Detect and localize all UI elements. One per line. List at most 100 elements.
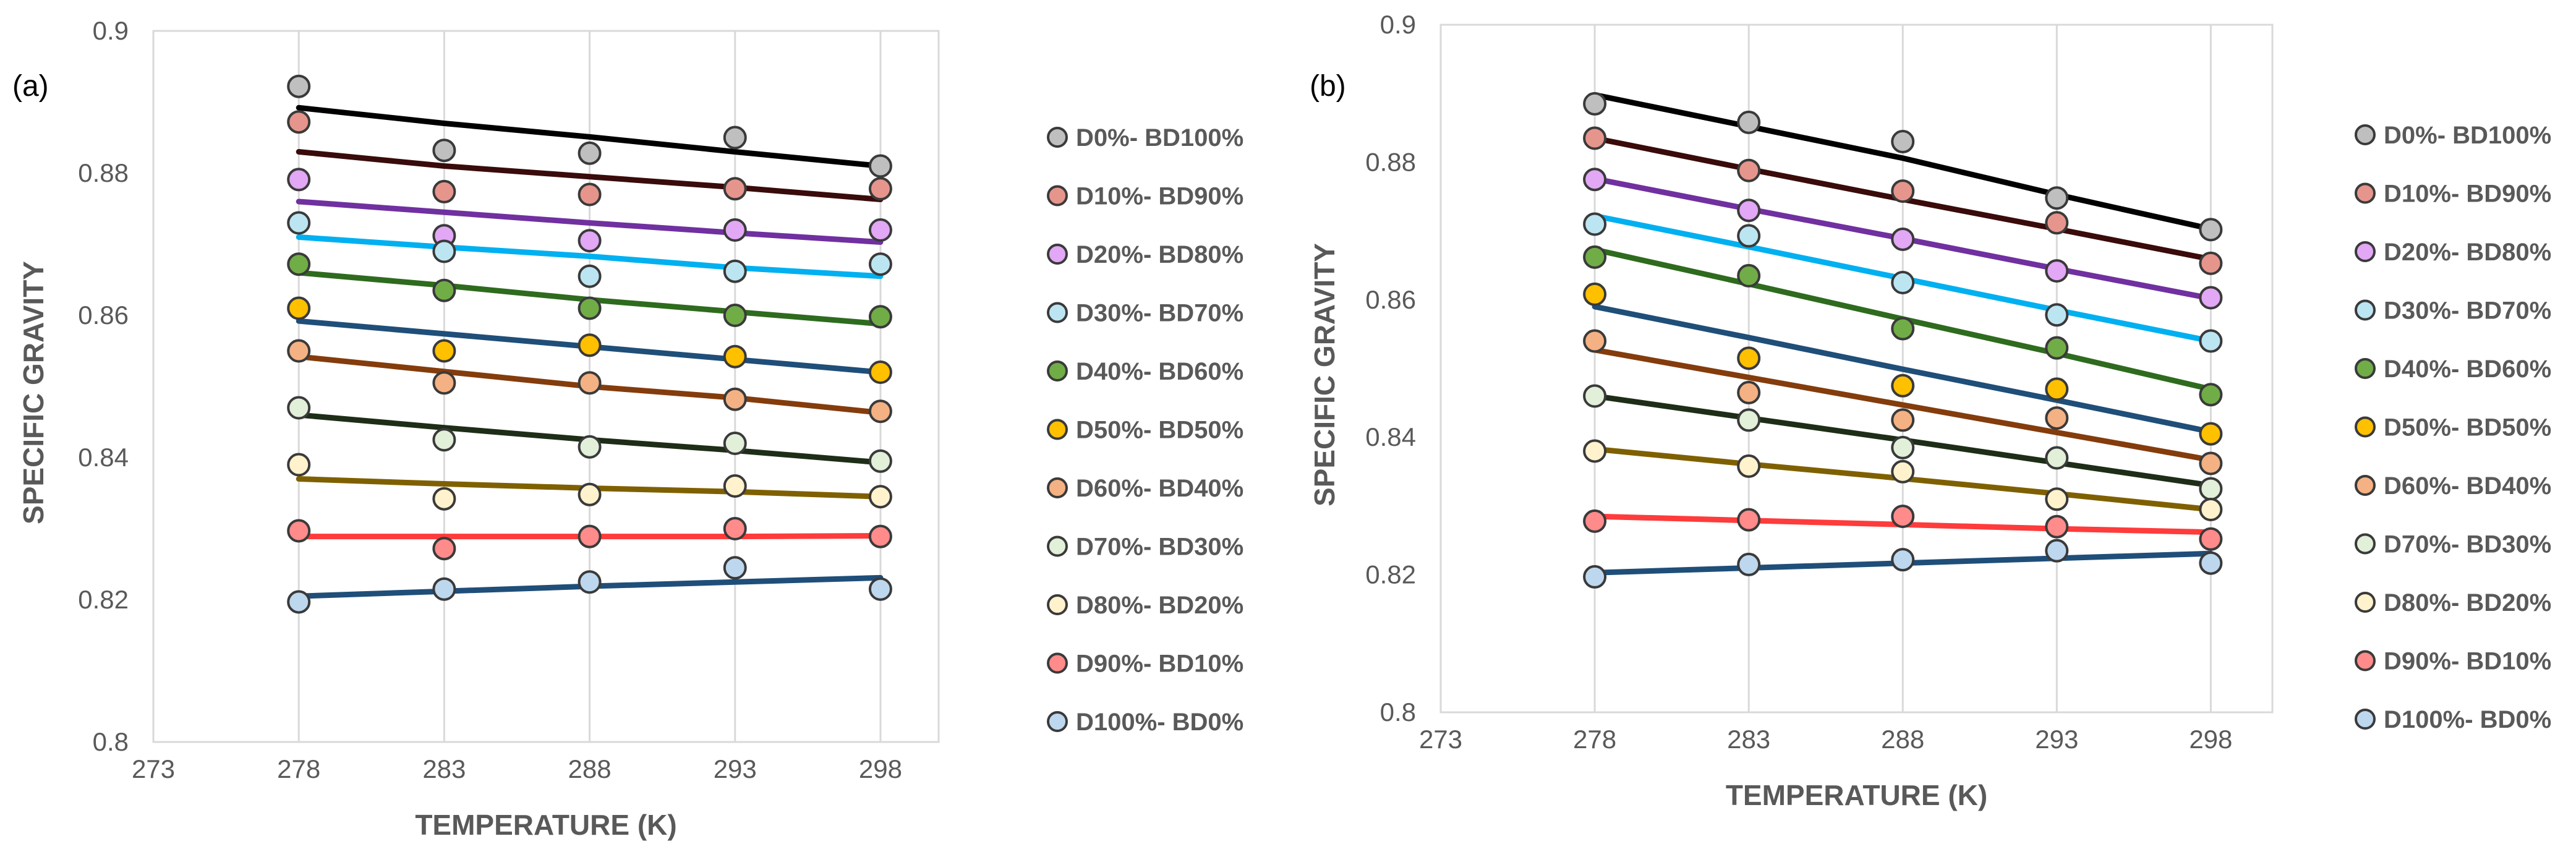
y-axis-title: SPECIFIC GRAVITY bbox=[17, 261, 49, 524]
data-point-5-1 bbox=[432, 339, 456, 363]
data-point-4-1 bbox=[1737, 263, 1761, 288]
trend-line-6 bbox=[1592, 347, 2214, 463]
plot-frame bbox=[1439, 23, 2274, 714]
data-point-0-4 bbox=[2199, 218, 2223, 242]
data-point-1-1 bbox=[1737, 158, 1761, 182]
data-point-9-2 bbox=[578, 524, 602, 548]
data-point-9-1 bbox=[1737, 508, 1761, 532]
data-point-6-0 bbox=[287, 339, 311, 363]
data-point-5-2 bbox=[578, 333, 602, 357]
legend: D0%- BD100% D10%- BD90% D20%- BD80% D30%- B… bbox=[1047, 124, 1243, 736]
y-tick-label: 0.82 bbox=[78, 585, 129, 614]
data-point-10-3 bbox=[723, 556, 747, 580]
legend-label-4: D40%- BD60% bbox=[2384, 356, 2551, 383]
legend-marker-6 bbox=[1047, 477, 1068, 498]
data-point-1-0 bbox=[1583, 126, 1607, 150]
data-point-8-4 bbox=[868, 485, 892, 509]
data-point-4-0 bbox=[287, 252, 311, 276]
data-point-4-0 bbox=[1583, 245, 1607, 269]
x-axis-title: TEMPERATURE (K) bbox=[1726, 779, 1987, 811]
legend-label-10: D100%- BD0% bbox=[2384, 706, 2551, 733]
legend-label-4: D40%- BD60% bbox=[1076, 358, 1243, 385]
trend-line-3 bbox=[296, 234, 884, 279]
legend-label-9: D90%- BD10% bbox=[1076, 650, 1243, 678]
trend-line-5 bbox=[1592, 304, 2214, 435]
data-point-2-3 bbox=[2045, 259, 2069, 283]
data-point-5-4 bbox=[868, 360, 892, 384]
x-tick-label: 278 bbox=[277, 754, 320, 783]
data-point-4-4 bbox=[2199, 383, 2223, 407]
data-point-2-2 bbox=[578, 229, 602, 253]
data-point-2-2 bbox=[1891, 227, 1915, 251]
legend-label-6: D60%- BD40% bbox=[1076, 475, 1243, 502]
x-tick-label: 288 bbox=[568, 754, 612, 783]
data-point-6-0 bbox=[1583, 329, 1607, 353]
legend-label-1: D10%- BD90% bbox=[1076, 183, 1243, 210]
data-point-3-2 bbox=[1891, 271, 1915, 294]
data-point-6-4 bbox=[2199, 451, 2223, 475]
y-tick-label: 0.88 bbox=[1365, 147, 1416, 176]
data-point-8-1 bbox=[1737, 454, 1761, 478]
data-point-8-3 bbox=[723, 474, 747, 498]
data-point-5-4 bbox=[2199, 422, 2223, 446]
legend-label-2: D20%- BD80% bbox=[2384, 239, 2551, 266]
data-point-4-3 bbox=[2045, 336, 2069, 360]
data-point-9-4 bbox=[2199, 527, 2223, 551]
data-point-2-3 bbox=[723, 218, 747, 242]
y-tick-label: 0.9 bbox=[93, 16, 129, 45]
data-point-0-3 bbox=[2045, 186, 2069, 210]
legend-label-9: D90%- BD10% bbox=[2384, 648, 2551, 675]
data-point-6-3 bbox=[723, 387, 747, 411]
data-point-6-4 bbox=[868, 399, 892, 424]
data-point-0-0 bbox=[287, 74, 311, 98]
data-point-7-3 bbox=[723, 432, 747, 455]
chart-panel-b: 273 278 283 288 293 298 0.8 0.82 0.84 0.86 0.88 0.9… bbox=[1308, 10, 2551, 811]
y-tick-label: 0.8 bbox=[93, 727, 129, 756]
data-point-10-2 bbox=[1891, 548, 1915, 572]
data-point-4-2 bbox=[578, 296, 602, 320]
data-point-2-4 bbox=[2199, 286, 2223, 310]
legend-marker-6 bbox=[2355, 475, 2376, 496]
legend-label-0: D0%- BD100% bbox=[1076, 124, 1243, 151]
data-point-3-1 bbox=[1737, 224, 1761, 248]
data-point-1-3 bbox=[723, 177, 747, 201]
legend-marker-4 bbox=[1047, 360, 1068, 382]
data-point-8-0 bbox=[1583, 439, 1607, 463]
data-point-9-0 bbox=[287, 519, 311, 543]
x-tick-label: 273 bbox=[132, 754, 175, 783]
legend-marker-8 bbox=[1047, 594, 1068, 615]
x-tick-label: 298 bbox=[2189, 725, 2232, 754]
data-point-7-3 bbox=[2045, 446, 2069, 470]
data-point-1-3 bbox=[2045, 211, 2069, 235]
data-point-10-2 bbox=[578, 570, 602, 594]
trend-line-1 bbox=[296, 149, 884, 203]
data-point-9-3 bbox=[723, 517, 747, 540]
chart-panel-a: 273 278 283 288 293 298 0.8 0.82 0.84 0.86 0.88 0.9… bbox=[12, 16, 1243, 841]
data-point-7-0 bbox=[287, 396, 311, 420]
legend-marker-10 bbox=[2355, 709, 2376, 730]
data-point-2-0 bbox=[287, 168, 311, 192]
x-tick-label: 283 bbox=[1727, 725, 1770, 754]
y-tick-label: 0.88 bbox=[78, 158, 129, 187]
data-point-7-1 bbox=[432, 428, 456, 452]
plot-frame bbox=[152, 30, 940, 743]
data-point-2-1 bbox=[1737, 198, 1761, 223]
legend-label-3: D30%- BD70% bbox=[2384, 297, 2551, 325]
trend-line-2 bbox=[296, 198, 884, 245]
data-point-5-0 bbox=[1583, 282, 1607, 306]
legend-label-7: D70%- BD30% bbox=[2384, 531, 2551, 558]
data-point-2-0 bbox=[1583, 168, 1607, 192]
data-point-5-2 bbox=[1891, 373, 1915, 398]
legend-marker-5 bbox=[2355, 416, 2376, 438]
x-tick-label: 278 bbox=[1573, 725, 1616, 754]
trend-line-0 bbox=[296, 104, 884, 169]
legend-marker-1 bbox=[2355, 182, 2376, 204]
data-point-7-0 bbox=[1583, 384, 1607, 408]
y-axis-title: SPECIFIC GRAVITY bbox=[1308, 243, 1341, 506]
data-point-7-4 bbox=[2199, 477, 2223, 501]
data-point-8-2 bbox=[578, 482, 602, 506]
trend-line-0 bbox=[1592, 92, 2214, 232]
data-point-7-1 bbox=[1737, 408, 1761, 432]
data-point-3-4 bbox=[2199, 329, 2223, 353]
